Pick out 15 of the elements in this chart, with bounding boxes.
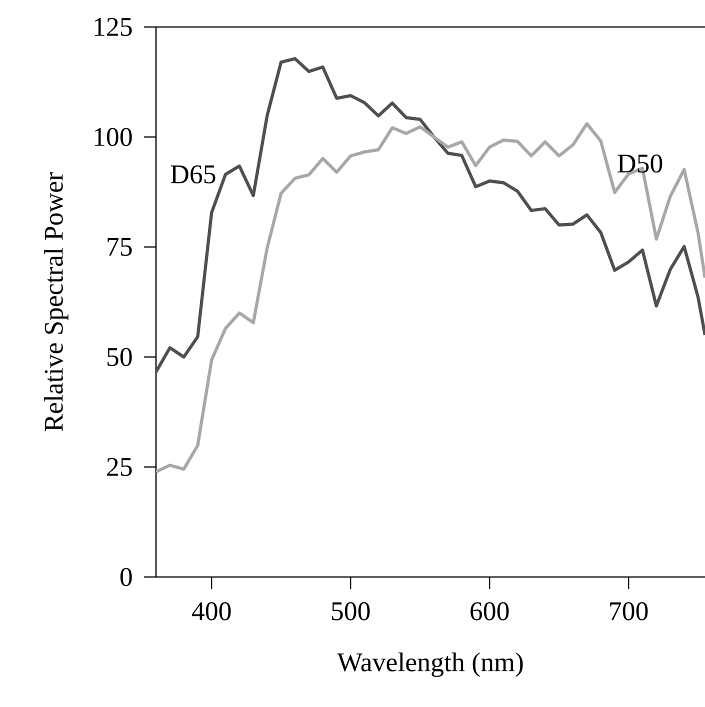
y-tick-label: 125 (94, 18, 132, 36)
x-tick-label: 700 (610, 602, 648, 620)
series-label: D65 (170, 165, 216, 184)
y-tick-label: 75 (108, 238, 132, 256)
y-axis-title: Relative Spectral Power (44, 172, 68, 432)
x-tick-label: 500 (332, 602, 370, 620)
y-tick-label: 0 (120, 568, 132, 586)
series-label: D50 (618, 154, 662, 173)
line-series (156, 57, 705, 374)
x-tick-label: 600 (470, 602, 509, 620)
x-tick-label: 400 (192, 602, 231, 620)
y-tick-label: 100 (94, 128, 132, 146)
y-tick-label: 50 (107, 348, 132, 366)
x-axis-title: Wavelength (nm) (337, 652, 523, 677)
y-tick-label: 25 (107, 458, 132, 476)
